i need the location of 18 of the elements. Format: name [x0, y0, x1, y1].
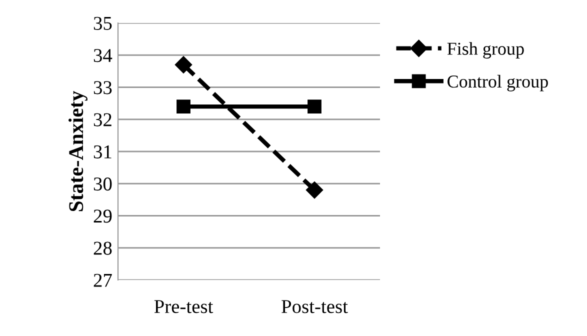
y-tick-label: 35 [94, 16, 112, 30]
y-tick-label: 30 [94, 177, 112, 191]
y-tick-label: 28 [94, 242, 112, 255]
y-tick-label: 27 [94, 274, 112, 287]
x-tick-label: Post-test [282, 300, 348, 314]
y-tick-label: 32 [94, 113, 112, 126]
y-tick-label: 29 [94, 210, 112, 223]
y-axis-title: State-Anxiety [68, 90, 88, 212]
legend-label: Fish group [447, 42, 524, 59]
point [306, 182, 324, 199]
point [176, 100, 190, 114]
y-tick-label: 34 [94, 48, 112, 62]
legend-label: Control group [448, 74, 548, 92]
point [174, 56, 192, 74]
point [308, 100, 322, 114]
y-tick-label: 33 [94, 81, 112, 94]
y-tick-label: 31 [94, 145, 112, 158]
x-tick-label: Pre-test [154, 300, 214, 314]
